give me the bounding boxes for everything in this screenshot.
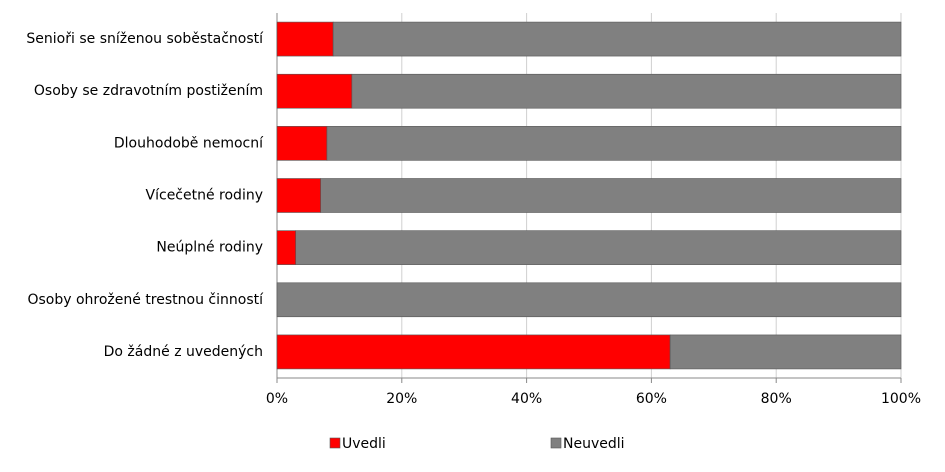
bar-segment xyxy=(276,126,328,161)
x-tick-label: 60% xyxy=(636,391,667,407)
legend-label: Uvedli xyxy=(342,436,386,452)
x-tick-label: 40% xyxy=(511,391,542,407)
bar-segment xyxy=(669,334,902,370)
y-tick-label: Do žádné z uvedených xyxy=(104,344,263,360)
bar-segment xyxy=(295,230,902,265)
bar-segment xyxy=(276,282,902,318)
y-tick-label: Dlouhodobě nemocní xyxy=(114,135,264,151)
bar-segment xyxy=(276,230,297,265)
bar-segment xyxy=(320,178,902,213)
bar-segment xyxy=(276,334,671,370)
bar-segment xyxy=(276,73,353,109)
y-tick-label: Senioři se sníženou soběstačností xyxy=(26,31,264,47)
bar-segment xyxy=(276,21,334,57)
x-tick-label: 80% xyxy=(761,391,792,407)
y-tick-label: Osoby ohrožené trestnou činností xyxy=(27,292,264,308)
bar-segment xyxy=(332,21,902,57)
y-tick-label: Osoby se zdravotním postižením xyxy=(34,83,263,99)
x-tick-label: 0% xyxy=(266,391,288,407)
legend-swatch xyxy=(550,437,562,449)
bar-segment xyxy=(351,73,902,109)
x-tick-label: 100% xyxy=(881,391,921,407)
y-tick-label: Neúplné rodiny xyxy=(156,240,263,256)
y-tick-label: Vícečetné rodiny xyxy=(146,188,263,204)
legend-swatch xyxy=(329,437,341,449)
bar-segment xyxy=(326,126,902,161)
legend-label: Neuvedli xyxy=(563,436,625,452)
x-tick-label: 20% xyxy=(386,391,417,407)
bar-segment xyxy=(276,178,321,213)
